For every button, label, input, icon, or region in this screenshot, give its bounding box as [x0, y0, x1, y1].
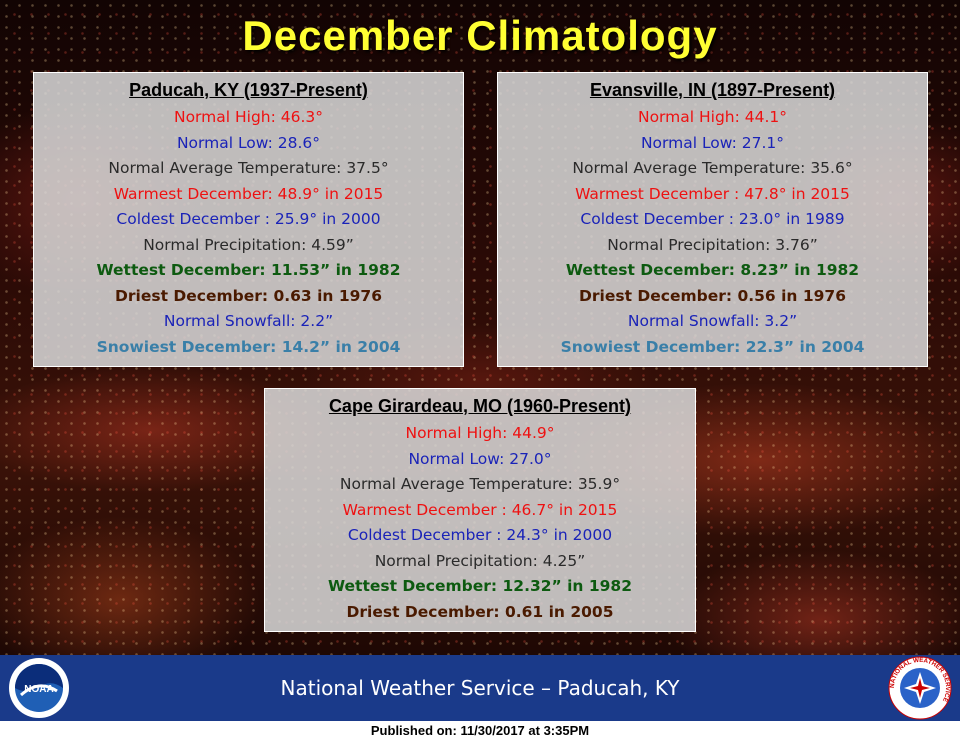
nws-logo-icon: NATIONAL WEATHER SERVICE — [888, 656, 952, 720]
page-title: December Climatology — [242, 12, 718, 59]
station-header: Paducah, KY (1937-Present) — [129, 80, 368, 100]
driest-december: Driest December: 0.63 in 1976 — [115, 286, 382, 305]
normal-high: Normal High: 46.3° — [173, 108, 324, 126]
driest-december: Driest December: 0.56 in 1976 — [579, 286, 846, 305]
normal-high: Normal High: 44.1° — [637, 108, 788, 126]
normal-average-temperature: Normal Average Temperature: 35.9° — [339, 475, 621, 493]
normal-low: Normal Low: 27.1° — [640, 133, 785, 152]
published-timestamp: Published on: 11/30/2017 at 3:35PM — [0, 721, 960, 740]
footer-title: National Weather Service – Paducah, KY — [280, 676, 680, 700]
normal-precipitation: Normal Precipitation: 4.59” — [143, 235, 354, 254]
normal-low: Normal Low: 28.6° — [176, 133, 321, 152]
station-header: Cape Girardeau, MO (1960-Present) — [328, 396, 632, 416]
normal-precipitation: Normal Precipitation: 4.25” — [374, 551, 586, 570]
normal-precipitation: Normal Precipitation: 3.76” — [607, 235, 818, 254]
station-card-paducah: Paducah, KY (1937-Present) Normal High: … — [33, 72, 464, 367]
snowiest-december: Snowiest December: 14.2” in 2004 — [96, 337, 401, 356]
station-card-evansville: Evansville, IN (1897-Present) Normal Hig… — [497, 72, 928, 367]
coldest-december: Coldest December : 25.9° in 2000 — [116, 210, 381, 228]
warmest-december: Warmest December: 48.9° in 2015 — [113, 184, 384, 203]
normal-snowfall: Normal Snowfall: 3.2” — [627, 312, 798, 330]
wettest-december: Wettest December: 11.53” in 1982 — [96, 261, 401, 279]
station-header: Evansville, IN (1897-Present) — [589, 80, 836, 100]
driest-december: Driest December: 0.61 in 2005 — [346, 602, 614, 621]
coldest-december: Coldest December : 23.0° in 1989 — [580, 210, 845, 228]
normal-average-temperature: Normal Average Temperature: 37.5° — [108, 159, 389, 177]
wettest-december: Wettest December: 8.23” in 1982 — [565, 261, 860, 279]
noaa-logo-text: NOAA — [24, 684, 53, 695]
normal-high: Normal High: 44.9° — [405, 424, 555, 442]
normal-snowfall: Normal Snowfall: 2.2” — [163, 312, 334, 330]
snowiest-december: Snowiest December: 22.3” in 2004 — [560, 337, 865, 356]
noaa-logo-icon: NOAA — [9, 658, 69, 718]
footer-band — [0, 655, 960, 721]
normal-low: Normal Low: 27.0° — [408, 449, 552, 468]
wettest-december: Wettest December: 12.32” in 1982 — [328, 577, 632, 595]
warmest-december: Warmest December : 46.7° in 2015 — [342, 500, 618, 519]
station-card-cape-girardeau: Cape Girardeau, MO (1960-Present) Normal… — [264, 388, 696, 632]
normal-average-temperature: Normal Average Temperature: 35.6° — [572, 159, 853, 177]
warmest-december: Warmest December : 47.8° in 2015 — [575, 184, 850, 203]
coldest-december: Coldest December : 24.3° in 2000 — [347, 526, 613, 544]
